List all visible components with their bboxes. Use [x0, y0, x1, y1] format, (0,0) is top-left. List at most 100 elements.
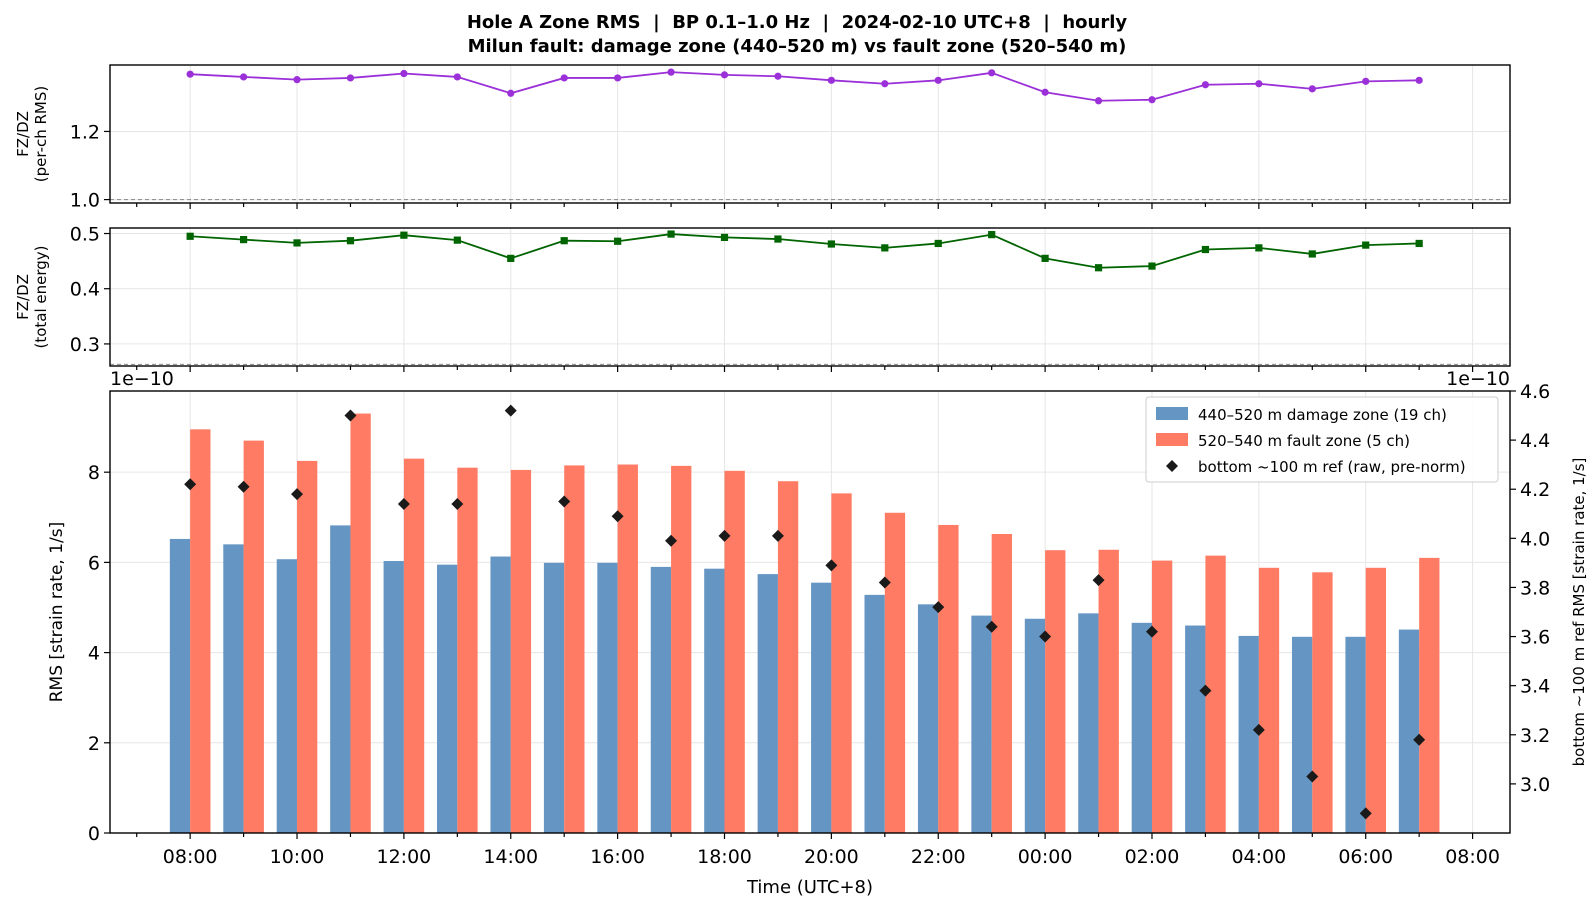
- damage-zone-bar: [757, 574, 778, 833]
- reference-marker: [451, 497, 464, 510]
- damage-zone-bar: [1398, 629, 1420, 833]
- reference-marker: [1252, 723, 1265, 736]
- ratio-rms-point: [720, 71, 729, 79]
- fault-zone-bar: [1151, 560, 1173, 833]
- y-tick-label: 1.2: [70, 121, 100, 143]
- damage-zone-bar: [1291, 636, 1313, 833]
- right-y-tick-label: 4.0: [1520, 528, 1550, 550]
- ratio-energy-point: [934, 239, 942, 248]
- y-tick-label: 0: [88, 823, 100, 845]
- fault-zone-bar: [403, 458, 425, 833]
- ratio-energy-point: [1415, 239, 1423, 248]
- x-tick-label: 16:00: [590, 846, 645, 868]
- y-tick-label: 2: [88, 733, 100, 755]
- right-y-tick-label: 3.8: [1520, 577, 1550, 599]
- ratio-rms-point: [667, 68, 675, 76]
- ratio-energy-point: [1362, 241, 1370, 249]
- damage-zone-bar: [1238, 635, 1259, 833]
- reference-marker: [504, 404, 517, 417]
- ratio-energy-point: [453, 236, 461, 244]
- damage-zone-bar: [169, 538, 191, 833]
- legend-label-reference: bottom ~100 m ref (raw, pre-norm): [1198, 458, 1466, 476]
- fault-zone-bar: [617, 464, 638, 833]
- ratio-rms-point: [1308, 85, 1316, 93]
- ratio-energy-point: [400, 231, 408, 239]
- fault-zone-bar: [564, 465, 585, 833]
- fault-zone-bar: [1419, 557, 1440, 833]
- ratio-rms-point: [1362, 77, 1370, 85]
- reference-marker: [878, 576, 891, 589]
- damage-zone-bar: [704, 568, 725, 833]
- y-tick-label: 0.4: [70, 279, 100, 301]
- ratio-rms-panel: 1.0 1.2 FZ/DZ (per-ch RMS): [14, 64, 1511, 212]
- legend-swatch-reference: [1166, 460, 1178, 472]
- legend-label-damage-zone: 440–520 m damage zone (19 ch): [1198, 406, 1447, 424]
- damage-zone-bar: [543, 562, 565, 833]
- ratio-rms-point: [934, 76, 942, 84]
- fault-zone-bar: [297, 460, 318, 833]
- fault-zone-bar: [1312, 572, 1333, 833]
- x-tick-label: 14:00: [483, 846, 538, 868]
- ratio-energy-panel: 0.3 0.4 0.5 FZ/DZ (total energy): [14, 224, 1511, 372]
- ratio-rms-ylabel: FZ/DZ: [14, 111, 32, 157]
- legend-box: [1145, 396, 1499, 483]
- ratio-energy-point: [560, 237, 568, 245]
- right-y-tick-label: 3.2: [1520, 725, 1550, 747]
- reference-marker: [291, 488, 304, 501]
- x-tick-label: 10:00: [270, 846, 325, 868]
- fault-zone-bar: [510, 469, 532, 833]
- ratio-energy-point: [346, 237, 355, 245]
- damage-zone-bar: [597, 562, 618, 833]
- ratio-energy-point: [1041, 254, 1049, 262]
- fault-zone-bar: [1258, 567, 1280, 833]
- fault-zone-bar: [350, 413, 371, 833]
- ratio-rms-point: [560, 74, 568, 82]
- fault-zone-bar: [1098, 549, 1119, 833]
- reference-marker: [184, 478, 197, 491]
- fault-zone-bar: [831, 493, 852, 833]
- x-tick-label: 18:00: [697, 846, 752, 868]
- x-tick-label: 22:00: [911, 846, 966, 868]
- right-y-tick-label: 4.6: [1520, 381, 1550, 403]
- ratio-energy-point: [614, 237, 622, 245]
- reference-marker: [718, 529, 731, 542]
- ratio-energy-point: [720, 233, 729, 241]
- ratio-energy-point: [881, 244, 889, 252]
- damage-zone-bar: [1024, 618, 1046, 833]
- y-tick-label: 1.0: [70, 190, 100, 212]
- fault-zone-bar: [938, 524, 959, 833]
- legend-swatch-damage-zone: [1156, 407, 1188, 420]
- reference-marker: [558, 495, 571, 508]
- reference-marker: [397, 497, 410, 510]
- ratio-energy-point: [1255, 244, 1263, 252]
- left-axis-offset-label: 1e−10: [110, 368, 174, 390]
- rms-bar-panel: 0 2 4 6 8 3.0 3.2 3.4 3.6 3.8 4.0 4.2 4.4 4.6 08:00 10:…: [47, 368, 1588, 898]
- x-tick-label: 08:00: [163, 846, 218, 868]
- ratio-energy-ylabel: FZ/DZ: [14, 274, 32, 320]
- x-axis-label: Time (UTC+8): [746, 877, 873, 898]
- damage-zone-bar: [383, 561, 404, 833]
- damage-zone-bar: [1345, 636, 1366, 833]
- fault-zone-bar: [1045, 550, 1066, 833]
- reference-marker: [1199, 684, 1212, 697]
- ratio-energy-point: [1148, 262, 1156, 270]
- reference-marker: [985, 620, 998, 633]
- damage-zone-bar: [650, 566, 672, 833]
- reference-marker: [1039, 630, 1052, 643]
- fault-zone-bar: [457, 467, 478, 833]
- ratio-energy-point: [667, 230, 675, 238]
- ratio-rms-point: [1255, 80, 1263, 88]
- fault-zone-bar: [243, 440, 264, 833]
- reference-marker: [237, 480, 250, 493]
- rms-frame: [109, 390, 1511, 834]
- ratio-rms-point: [881, 80, 889, 88]
- y-axis-label: RMS [strain rate, 1/s]: [47, 522, 67, 703]
- damage-zone-bar: [437, 564, 458, 833]
- ratio-rms-point: [1041, 88, 1049, 96]
- damage-zone-bar: [1131, 622, 1152, 833]
- ratio-energy-frame: [109, 227, 1511, 367]
- ratio-energy-point: [774, 235, 782, 243]
- ratio-rms-line: [190, 71, 1420, 102]
- x-tick-label: 06:00: [1338, 846, 1393, 868]
- x-tick-label: 02:00: [1125, 846, 1180, 868]
